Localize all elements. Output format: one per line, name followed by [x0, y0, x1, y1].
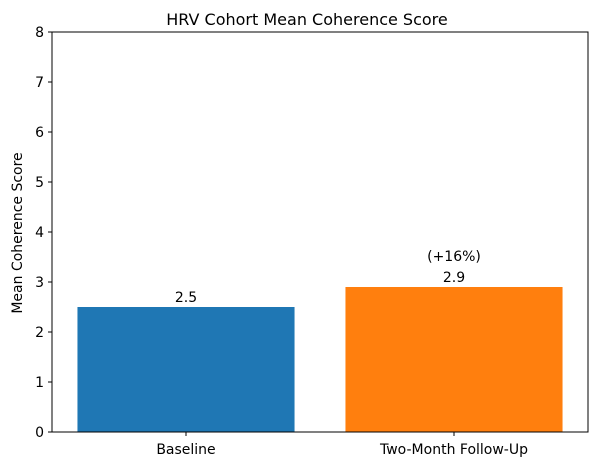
chart-title: HRV Cohort Mean Coherence Score — [166, 10, 448, 29]
plot-frame — [51, 31, 589, 433]
y-axis-label: Mean Coherence Score — [10, 152, 26, 313]
y-tick-label: 0 — [35, 425, 44, 441]
annotation-label: (+16%) — [427, 249, 481, 265]
value-label: 2.9 — [443, 270, 465, 286]
x-tick-label: Two-Month Follow-Up — [379, 442, 528, 458]
bars — [77, 287, 563, 432]
y-axis-ticks: 0 1 2 3 4 5 6 7 8 — [35, 25, 52, 441]
y-tick-label: 4 — [35, 225, 44, 241]
y-tick-label: 6 — [35, 125, 44, 141]
x-axis-ticks: Baseline Two-Month Follow-Up — [156, 432, 528, 458]
y-tick-label: 5 — [35, 175, 44, 191]
bar — [77, 307, 295, 432]
bar — [345, 287, 563, 432]
y-tick-label: 2 — [35, 325, 44, 341]
value-label: 2.5 — [175, 290, 197, 306]
data-labels: 2.5 2.9 (+16%) — [175, 249, 481, 306]
y-tick-label: 3 — [35, 275, 44, 291]
y-tick-label: 1 — [35, 375, 44, 391]
y-tick-label: 7 — [35, 75, 44, 91]
y-tick-label: 8 — [35, 25, 44, 41]
x-tick-label: Baseline — [156, 442, 215, 458]
